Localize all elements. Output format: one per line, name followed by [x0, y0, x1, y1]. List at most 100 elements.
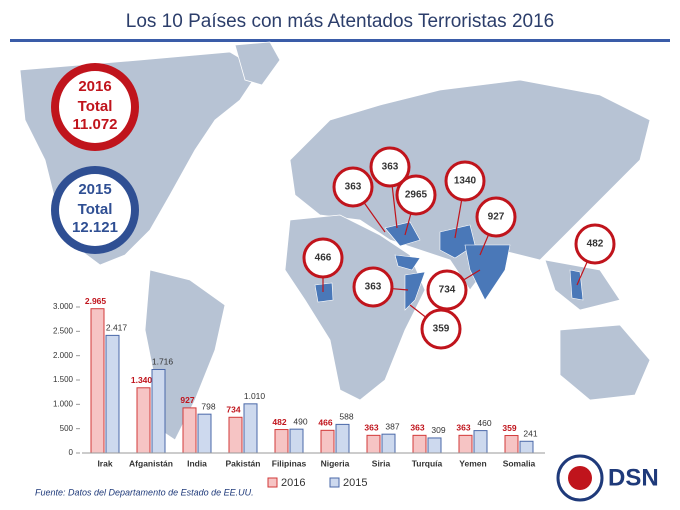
callout-bubble: [369, 146, 411, 188]
logo-text: DSN: [608, 464, 659, 491]
callout-bubble: [574, 223, 616, 265]
total-label: Total: [78, 201, 113, 218]
bar: [90, 308, 105, 454]
logo-emblem-core: [568, 466, 592, 490]
x-tick-label: Filipinas: [272, 458, 307, 468]
value-label: 309: [431, 425, 445, 435]
value-label: 927: [180, 395, 194, 405]
value-label: 460: [477, 418, 491, 428]
legend-swatch: [329, 477, 340, 488]
bar: [182, 407, 197, 454]
bar: [228, 416, 243, 454]
x-tick-label: Pakistán: [226, 458, 261, 468]
callout-value: 734: [439, 285, 456, 296]
bar: [504, 435, 519, 454]
x-tick-label: Afganistán: [129, 458, 173, 468]
country-shape: [394, 254, 421, 271]
value-label: 798: [201, 401, 215, 411]
x-tick-label: Siria: [372, 458, 391, 468]
callout-bubble: [395, 174, 437, 216]
y-tick-label: 2.500: [53, 326, 74, 335]
value-label: 1.010: [244, 391, 266, 401]
x-tick-label: Nigeria: [321, 458, 350, 468]
indonesia: [544, 259, 621, 311]
bar: [151, 368, 166, 454]
callout-value: 1340: [454, 176, 477, 187]
value-label: 359: [502, 423, 516, 433]
callout-value: 466: [315, 253, 332, 264]
callout-value: 482: [587, 239, 604, 250]
callout-bubble: [420, 308, 462, 350]
bar: [366, 434, 381, 454]
y-tick-label: 1.500: [53, 375, 74, 384]
value-label: 363: [456, 423, 470, 433]
legend-label: 2015: [343, 477, 367, 489]
bar: [519, 440, 534, 454]
value-label: 2.965: [85, 296, 107, 306]
x-tick-label: Somalia: [503, 458, 536, 468]
callout-bubble: [302, 237, 344, 279]
bar: [243, 403, 258, 454]
bar: [458, 434, 473, 454]
value-label: 588: [339, 412, 353, 422]
y-tick-label: 0: [69, 448, 74, 457]
country-shape: [404, 271, 426, 311]
callout-value: 363: [365, 282, 382, 293]
title-rule: [10, 39, 670, 42]
value-label: 363: [410, 423, 424, 433]
bar: [473, 430, 488, 454]
y-tick-label: 2.000: [53, 351, 74, 360]
legend-swatch: [267, 477, 278, 488]
total-inner: [59, 174, 131, 246]
callout-value: 363: [382, 162, 399, 173]
value-label: 734: [226, 405, 240, 415]
bar: [412, 434, 427, 454]
country-shape: [464, 244, 511, 301]
value-label: 363: [364, 423, 378, 433]
highlighted-countries: [314, 221, 584, 311]
country-shape: [384, 221, 421, 247]
bar: [335, 423, 350, 454]
total-year: 2015: [78, 181, 111, 198]
total-year: 2016: [78, 78, 111, 95]
x-tick-label: India: [187, 458, 207, 468]
source: Fuente: Datos del Departamento de Estado…: [35, 487, 254, 497]
callout-bubble: [352, 266, 394, 308]
value-label: 1.340: [131, 375, 153, 385]
callout-bubble: [475, 196, 517, 238]
value-label: 482: [272, 417, 286, 427]
y-tick-label: 3.000: [53, 302, 74, 311]
chart-title: Los 10 Países con más Atentados Terroris…: [126, 11, 554, 32]
callout-bubble: [332, 166, 374, 208]
y-tick-label: 500: [60, 424, 74, 433]
value-label: 241: [523, 429, 537, 439]
total-value: 12.121: [72, 219, 118, 236]
value-label: 387: [385, 421, 399, 431]
bar: [427, 437, 442, 454]
bar: [381, 433, 396, 454]
x-tick-label: Yemen: [459, 458, 486, 468]
bar: [105, 334, 120, 454]
callout-value: 2965: [405, 190, 428, 201]
x-tick-label: Irak: [97, 458, 112, 468]
value-label: 1.716: [152, 357, 174, 367]
bar: [136, 387, 151, 454]
bar: [197, 413, 212, 454]
x-tick-label: Turquía: [412, 458, 443, 468]
callout-value: 363: [345, 182, 362, 193]
bar: [274, 429, 289, 454]
bar: [289, 428, 304, 454]
country-shape: [314, 282, 334, 303]
callout-bubble: [426, 269, 468, 311]
total-value: 11.072: [72, 116, 117, 133]
callout-value: 927: [488, 212, 505, 223]
y-tick-label: 1.000: [53, 399, 74, 408]
total-inner: [59, 71, 131, 143]
australia: [559, 324, 651, 401]
total-label: Total: [78, 98, 113, 115]
greenland: [234, 41, 281, 86]
callout-bubble: [444, 160, 486, 202]
value-label: 490: [293, 416, 307, 426]
callout-value: 359: [433, 324, 450, 335]
